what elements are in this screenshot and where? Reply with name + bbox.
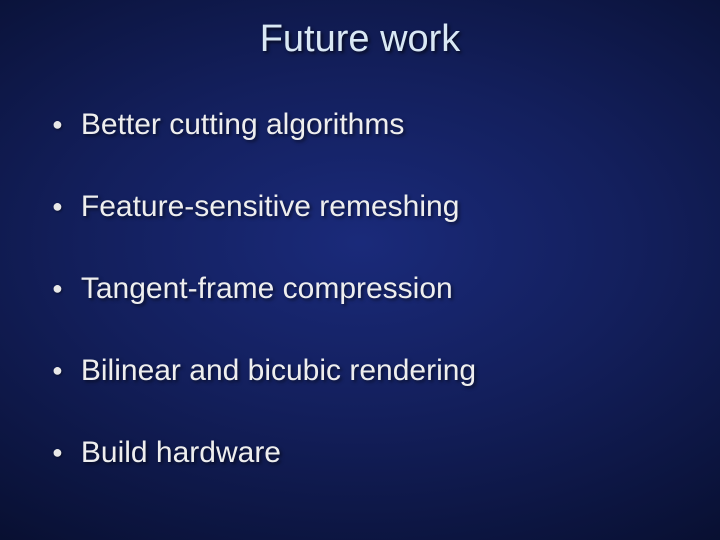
bullet-text: Tangent-frame compression <box>81 272 453 306</box>
bullet-text: Better cutting algorithms <box>81 108 404 142</box>
bullet-icon: ● <box>52 436 63 468</box>
list-item: ● Feature-sensitive remeshing <box>52 190 680 224</box>
list-item: ● Tangent-frame compression <box>52 272 680 306</box>
bullet-text: Feature-sensitive remeshing <box>81 190 460 224</box>
list-item: ● Build hardware <box>52 436 680 470</box>
slide: Future work ● Better cutting algorithms … <box>0 0 720 540</box>
slide-content: ● Better cutting algorithms ● Feature-se… <box>52 108 680 518</box>
bullet-icon: ● <box>52 272 63 304</box>
slide-title: Future work <box>0 18 720 61</box>
list-item: ● Bilinear and bicubic rendering <box>52 354 680 388</box>
bullet-text: Build hardware <box>81 436 281 470</box>
list-item: ● Better cutting algorithms <box>52 108 680 142</box>
bullet-icon: ● <box>52 354 63 386</box>
bullet-icon: ● <box>52 108 63 140</box>
bullet-text: Bilinear and bicubic rendering <box>81 354 476 388</box>
bullet-icon: ● <box>52 190 63 222</box>
